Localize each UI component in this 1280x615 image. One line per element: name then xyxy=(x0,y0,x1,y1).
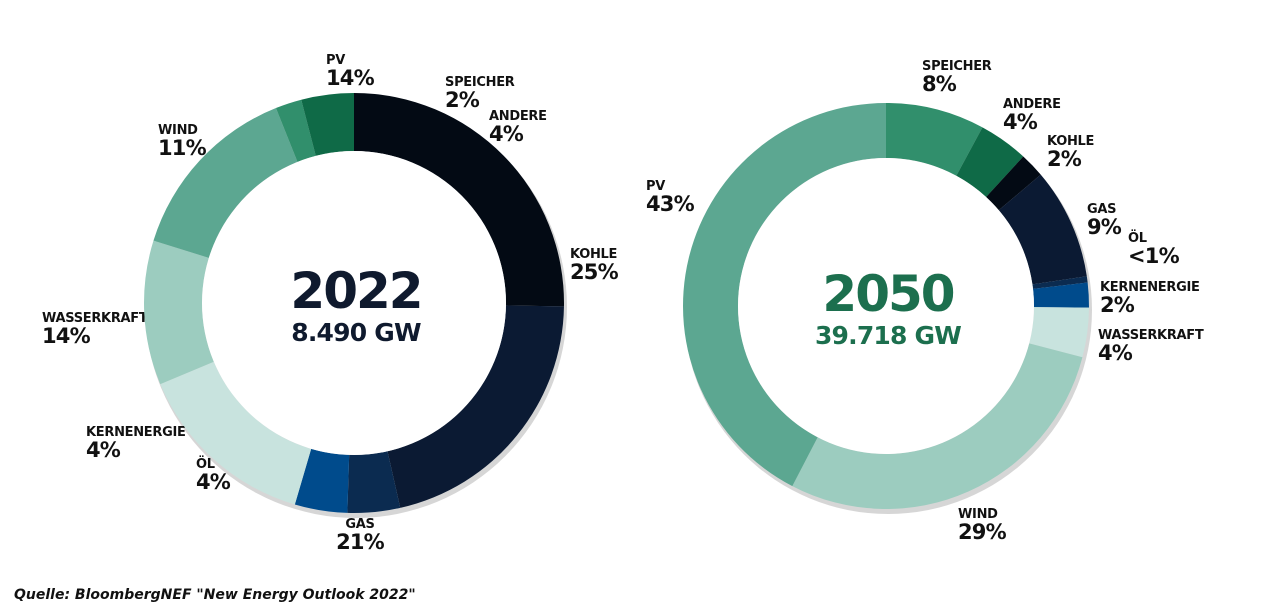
slice-percent-wasserkraft: 4% xyxy=(1098,341,1133,365)
slice-name-kernenergie: KERNENERGIE xyxy=(1100,280,1200,295)
slice-percent-kohle: 25% xyxy=(570,260,619,284)
slice-wind xyxy=(792,343,1083,509)
slice-gas xyxy=(387,305,564,508)
slice-name-wasserkraft: WASSERKRAFT xyxy=(1098,328,1204,343)
slice-gas xyxy=(998,174,1087,285)
slice-name-andere: ANDERE xyxy=(489,109,547,124)
slice-percent-kohle: 2% xyxy=(1047,147,1082,171)
slice-kohle xyxy=(354,93,564,307)
donut-hole xyxy=(738,158,1034,454)
slice-percent-wind: 11% xyxy=(158,136,207,160)
slice-name-pv: PV xyxy=(646,179,665,194)
slice-percent-oel: 4% xyxy=(196,470,231,494)
slice-pv xyxy=(153,108,298,258)
slice-name-wind: WIND xyxy=(958,507,998,522)
slice-percent-andere: 4% xyxy=(1003,110,1038,134)
slice-name-pv: PV xyxy=(326,53,345,68)
slice-oel xyxy=(347,451,401,513)
slice-name-wasserkraft: WASSERKRAFT xyxy=(42,311,148,326)
slice-percent-gas: 21% xyxy=(336,530,385,554)
slice-percent-speicher: 2% xyxy=(445,88,480,112)
donut-chart-2022: KOHLE25%GAS21%ÖL4%KERNENERGIE4%WASSERKRA… xyxy=(42,53,619,554)
slice-speicher xyxy=(275,99,316,162)
slice-name-speicher: SPEICHER xyxy=(922,59,992,74)
slice-kernenergie xyxy=(294,448,350,513)
center-total-capacity: 39.718 GW xyxy=(815,321,961,350)
slice-name-oel: ÖL xyxy=(196,456,215,472)
donut-hole xyxy=(202,151,506,455)
slice-name-wind: WIND xyxy=(158,123,198,138)
slice-percent-gas: 9% xyxy=(1087,215,1122,239)
slice-name-speicher: SPEICHER xyxy=(445,75,515,90)
center-year: 2022 xyxy=(290,262,421,320)
slice-wasserkraft xyxy=(160,361,312,505)
center-total-capacity: 8.490 GW xyxy=(291,318,421,347)
slice-pv xyxy=(682,103,886,487)
slice-kohle xyxy=(986,156,1041,211)
center-year: 2050 xyxy=(822,265,953,323)
slice-percent-oel: <1% xyxy=(1128,244,1180,268)
slice-andere xyxy=(956,127,1024,197)
slice-percent-kernenergie: 2% xyxy=(1100,293,1135,317)
slice-percent-wind: 29% xyxy=(958,520,1007,544)
slice-name-gas: GAS xyxy=(345,517,374,532)
slice-percent-wasserkraft: 14% xyxy=(42,324,91,348)
slice-percent-speicher: 8% xyxy=(922,72,957,96)
slice-name-kohle: KOHLE xyxy=(1047,134,1094,149)
slice-percent-kernenergie: 4% xyxy=(86,438,121,462)
slice-name-kernenergie: KERNENERGIE xyxy=(86,425,186,440)
slice-percent-pv: 14% xyxy=(326,66,375,90)
slice-kernenergie xyxy=(1033,282,1089,308)
slice-wind xyxy=(144,240,214,385)
source-note: Quelle: BloombergNEF "New Energy Outlook… xyxy=(14,587,416,603)
slice-name-andere: ANDERE xyxy=(1003,97,1061,112)
slice-wasserkraft xyxy=(1029,307,1089,358)
slice-name-oel: ÖL xyxy=(1128,230,1147,246)
slice-name-kohle: KOHLE xyxy=(570,247,617,262)
slice-andere xyxy=(301,93,354,156)
slice-speicher xyxy=(886,103,983,176)
slice-oel xyxy=(1032,276,1088,289)
slice-name-gas: GAS xyxy=(1087,202,1116,217)
slice-percent-andere: 4% xyxy=(489,122,524,146)
slice-percent-pv: 43% xyxy=(646,192,695,216)
